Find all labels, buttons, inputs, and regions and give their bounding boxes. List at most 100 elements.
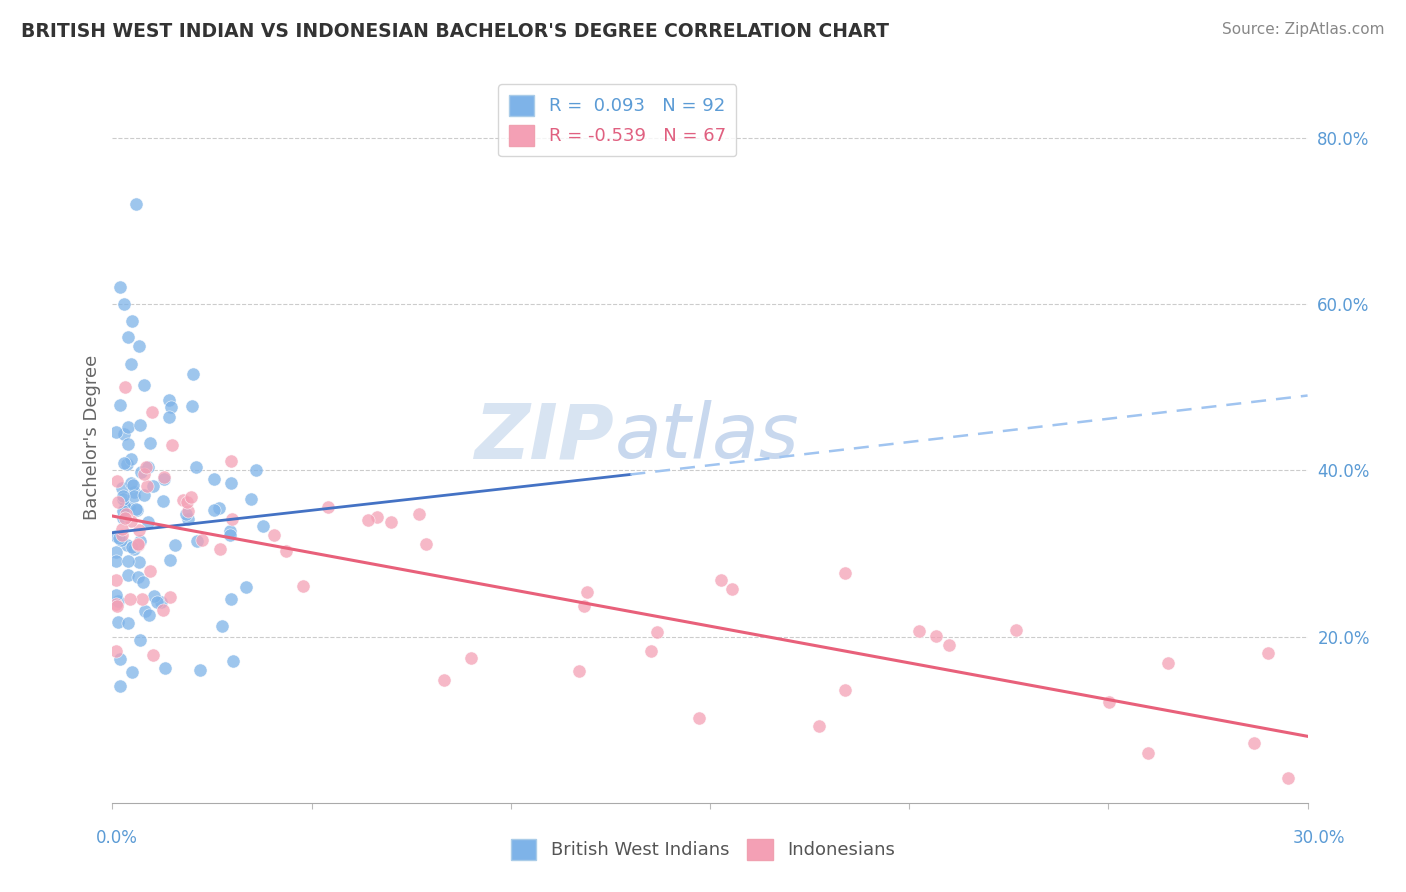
Point: [120, 452, 142, 467]
Point: [807, 718, 830, 732]
Point: [127, 536, 149, 550]
Point: [114, 508, 136, 522]
Point: [184, 460, 207, 475]
Point: [105, 554, 128, 568]
Point: [176, 495, 198, 509]
Point: [121, 540, 143, 554]
Point: [221, 454, 243, 468]
Point: [433, 673, 456, 687]
Point: [176, 504, 198, 518]
Point: [112, 510, 135, 524]
Point: [129, 633, 152, 648]
Point: [139, 564, 162, 578]
Point: [107, 594, 129, 608]
Point: [176, 508, 198, 522]
Point: [219, 475, 242, 490]
Point: [132, 488, 155, 502]
Point: [218, 527, 240, 541]
Point: [117, 568, 139, 582]
Point: [110, 533, 132, 548]
Point: [908, 624, 931, 638]
Point: [159, 553, 181, 567]
Point: [125, 502, 148, 516]
Point: [115, 538, 138, 552]
Point: [834, 566, 856, 580]
Point: [107, 615, 129, 630]
Point: [568, 664, 591, 678]
Point: [127, 537, 149, 551]
Point: [125, 503, 148, 517]
Point: [640, 644, 662, 658]
Point: [117, 615, 139, 630]
Text: ZIP: ZIP: [475, 401, 614, 474]
Point: [135, 460, 157, 475]
Point: [291, 579, 314, 593]
Point: [938, 638, 960, 652]
Point: [143, 590, 166, 604]
Point: [111, 522, 134, 536]
Point: [108, 652, 131, 666]
Point: [574, 599, 596, 613]
Point: [111, 481, 134, 495]
Text: 0.0%: 0.0%: [96, 829, 138, 847]
Point: [114, 297, 135, 311]
Point: [460, 650, 482, 665]
Point: [128, 523, 150, 537]
Point: [122, 477, 145, 491]
Point: [209, 542, 232, 557]
Point: [121, 665, 143, 679]
Point: [120, 591, 142, 606]
Point: [316, 500, 339, 514]
Point: [115, 500, 138, 515]
Point: [111, 489, 134, 503]
Text: BRITISH WEST INDIAN VS INDONESIAN BACHELOR'S DEGREE CORRELATION CHART: BRITISH WEST INDIAN VS INDONESIAN BACHEL…: [21, 22, 889, 41]
Point: [117, 330, 139, 344]
Point: [131, 592, 153, 607]
Text: Source: ZipAtlas.com: Source: ZipAtlas.com: [1222, 22, 1385, 37]
Point: [720, 582, 742, 597]
Point: [202, 503, 225, 517]
Point: [117, 554, 139, 568]
Point: [177, 511, 200, 525]
Point: [132, 467, 155, 482]
Point: [114, 511, 136, 525]
Point: [1243, 736, 1265, 750]
Point: [219, 591, 242, 606]
Point: [207, 500, 229, 515]
Point: [380, 515, 402, 529]
Point: [415, 537, 437, 551]
Point: [110, 680, 132, 694]
Text: atlas: atlas: [614, 401, 799, 474]
Point: [122, 541, 145, 556]
Point: [152, 603, 174, 617]
Point: [120, 514, 142, 528]
Point: [153, 469, 176, 483]
Point: [235, 581, 257, 595]
Point: [357, 513, 380, 527]
Point: [117, 500, 139, 514]
Point: [105, 644, 128, 658]
Point: [114, 380, 136, 394]
Point: [925, 629, 948, 643]
Point: [204, 472, 226, 486]
Point: [645, 624, 668, 639]
Point: [159, 400, 181, 414]
Point: [142, 648, 165, 663]
Point: [107, 531, 129, 545]
Point: [172, 493, 194, 508]
Point: [159, 590, 181, 604]
Point: [127, 570, 149, 584]
Point: [688, 710, 710, 724]
Point: [117, 457, 139, 471]
Point: [157, 410, 180, 425]
Point: [120, 475, 142, 490]
Point: [1157, 656, 1180, 670]
Point: [181, 367, 204, 381]
Text: 30.0%: 30.0%: [1292, 829, 1346, 847]
Point: [834, 682, 856, 697]
Point: [110, 398, 132, 412]
Point: [181, 399, 204, 413]
Point: [105, 545, 128, 559]
Legend: British West Indians, Indonesians: British West Indians, Indonesians: [503, 831, 903, 867]
Point: [1098, 695, 1121, 709]
